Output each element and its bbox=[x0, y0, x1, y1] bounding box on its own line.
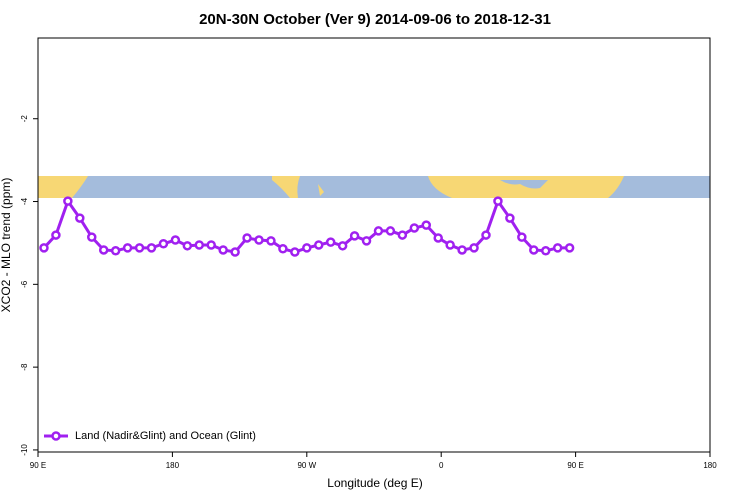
data-point bbox=[242, 233, 252, 243]
data-point bbox=[206, 240, 216, 250]
data-point bbox=[158, 239, 169, 249]
data-point bbox=[505, 213, 515, 223]
data-point bbox=[540, 246, 551, 256]
data-point bbox=[170, 235, 181, 245]
data-point bbox=[134, 243, 145, 253]
data-point bbox=[493, 196, 503, 206]
data-point bbox=[266, 236, 276, 246]
data-point bbox=[75, 213, 85, 223]
chart-title: 20N-30N October (Ver 9) 2014-09-06 to 20… bbox=[199, 11, 551, 28]
data-point bbox=[457, 245, 467, 255]
y-axis-label: XCO2 - MLO trend (ppm) bbox=[0, 178, 13, 313]
data-point bbox=[433, 233, 443, 243]
data-point bbox=[302, 243, 312, 253]
data-point bbox=[230, 247, 240, 257]
data-point bbox=[469, 243, 479, 253]
data-point bbox=[290, 247, 300, 257]
x-tick-label: 0 bbox=[439, 461, 444, 470]
data-point bbox=[146, 243, 157, 253]
data-point bbox=[98, 245, 109, 255]
y-tick-label: -4 bbox=[20, 197, 29, 205]
data-point bbox=[39, 243, 49, 253]
data-point bbox=[529, 245, 539, 255]
data-point bbox=[194, 240, 205, 250]
data-point bbox=[63, 196, 73, 206]
data-point bbox=[397, 230, 408, 240]
data-point bbox=[51, 230, 61, 240]
data-point bbox=[278, 243, 288, 254]
legend-marker bbox=[51, 431, 61, 441]
data-point bbox=[337, 241, 348, 251]
legend-label: Land (Nadir&Glint) and Ocean (Glint) bbox=[75, 430, 256, 442]
data-point bbox=[552, 243, 563, 253]
y-tick-label: -6 bbox=[20, 280, 29, 288]
data-point bbox=[254, 235, 264, 245]
data-point bbox=[182, 241, 193, 251]
x-tick-label: 90 W bbox=[297, 461, 316, 470]
data-point bbox=[122, 243, 133, 253]
data-point bbox=[87, 232, 97, 242]
data-point bbox=[564, 243, 575, 253]
x-tick-label: 180 bbox=[703, 461, 717, 470]
x-axis-label: Longitude (deg E) bbox=[327, 476, 422, 490]
data-point bbox=[349, 231, 360, 241]
data-point bbox=[361, 236, 372, 246]
plot-frame bbox=[37, 37, 711, 453]
y-tick-label: -2 bbox=[20, 115, 29, 123]
x-tick-label: 90 E bbox=[567, 461, 583, 470]
y-tick-label: -8 bbox=[20, 363, 29, 371]
data-point bbox=[385, 226, 396, 236]
data-point bbox=[445, 240, 455, 250]
map-strip bbox=[38, 176, 710, 198]
data-point bbox=[325, 237, 336, 247]
x-tick-label: 180 bbox=[166, 461, 180, 470]
data-point bbox=[481, 230, 491, 240]
x-tick-label: 90 E bbox=[30, 461, 46, 470]
data-point bbox=[421, 220, 432, 230]
data-point bbox=[313, 240, 324, 250]
data-point bbox=[409, 223, 420, 233]
data-point bbox=[218, 245, 228, 255]
data-point bbox=[373, 226, 384, 236]
data-point bbox=[517, 232, 527, 242]
y-tick-label: -10 bbox=[20, 444, 29, 456]
data-point bbox=[110, 246, 121, 256]
